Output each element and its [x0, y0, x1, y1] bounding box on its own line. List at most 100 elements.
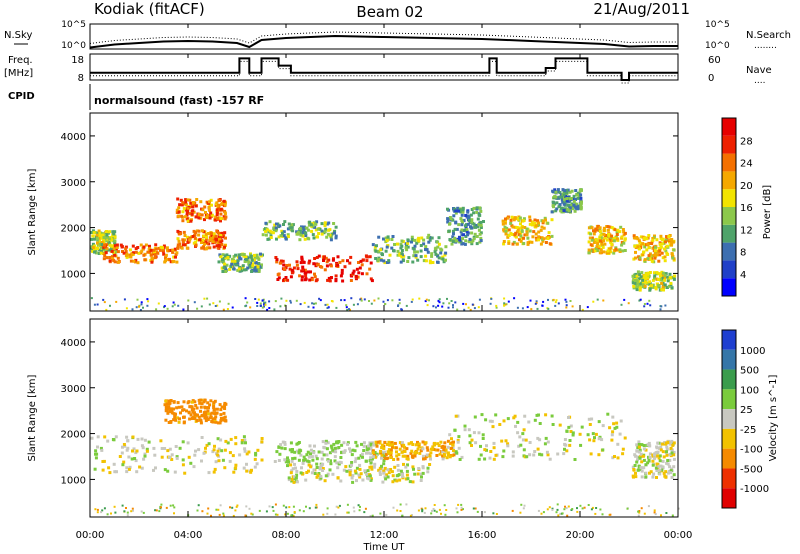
velocity-cell	[414, 443, 418, 447]
noise-left-tick-bottom: 10^0	[61, 41, 86, 51]
power-cell	[97, 229, 101, 233]
power-cell	[300, 258, 304, 262]
power-heatmap	[90, 188, 677, 311]
power-cell	[383, 261, 387, 265]
velocity-cell	[656, 454, 660, 458]
velocity-cell	[671, 443, 675, 447]
velocity-cell	[186, 441, 190, 445]
velocity-cell	[396, 457, 400, 461]
cpid-value: normalsound (fast) -157 RF	[94, 94, 264, 107]
power-cell	[134, 247, 138, 251]
velocity-cell	[417, 442, 421, 446]
freq-label-line2: [MHz]	[4, 68, 33, 79]
power-cell	[108, 230, 112, 234]
power-cell	[495, 304, 498, 307]
power-cell	[434, 252, 438, 256]
power-cell	[176, 245, 180, 249]
power-cell	[396, 253, 400, 257]
velocity-cell	[548, 506, 551, 509]
velocity-cell	[340, 450, 344, 454]
velocity-cell	[476, 510, 479, 513]
velocity-cell	[163, 468, 167, 472]
freq-panel: Freq. [MHz] 18 8 60 0 Nave ....	[4, 53, 772, 86]
velocity-cell	[275, 450, 279, 454]
velocity-cell	[661, 459, 665, 463]
velocity-cell	[175, 456, 179, 460]
velocity-cell	[519, 511, 522, 514]
power-cell	[207, 242, 211, 246]
velocity-cell	[564, 505, 566, 508]
power-cell	[570, 203, 574, 207]
power-cell	[650, 240, 654, 244]
power-cell	[475, 206, 479, 210]
power-cell	[253, 265, 257, 269]
velocity-cell	[613, 426, 617, 430]
velocity-cell	[389, 454, 393, 457]
x-tick-label: 04:00	[174, 530, 203, 541]
power-cell	[613, 228, 617, 232]
velocity-cell	[158, 510, 161, 513]
velocity-cell	[633, 464, 637, 467]
power-cell	[596, 242, 600, 246]
power-cell	[102, 252, 105, 255]
power-cell	[513, 297, 516, 300]
velocity-cell	[543, 442, 547, 446]
power-cell	[101, 233, 105, 237]
power-cell	[156, 251, 160, 255]
power-cell	[658, 249, 662, 253]
power-cell	[350, 274, 354, 278]
power-cell	[240, 266, 244, 270]
power-cell	[477, 223, 481, 226]
power-cell	[633, 276, 637, 280]
velocity-cell	[299, 471, 303, 475]
power-cell	[664, 249, 668, 253]
power-cell	[422, 259, 426, 263]
power-cell	[659, 234, 663, 238]
velocity-cell	[197, 415, 201, 419]
power-cell	[360, 272, 364, 276]
power-cell	[150, 256, 154, 260]
velocity-cell	[256, 448, 260, 452]
velocity-cell	[494, 413, 498, 417]
velocity-cell	[350, 463, 353, 467]
power-cell	[469, 308, 472, 311]
velocity-cell	[191, 410, 195, 414]
power-cell	[140, 249, 144, 253]
velocity-cell	[357, 473, 361, 477]
power-cell	[103, 254, 107, 257]
velocity-cell	[523, 414, 527, 418]
power-cell	[452, 306, 454, 309]
velocity-cell	[637, 465, 641, 469]
velocity-cell	[201, 510, 204, 513]
power-cell	[646, 257, 650, 261]
power-cell	[638, 284, 642, 288]
power-cell	[137, 251, 141, 255]
power-cell	[572, 200, 576, 203]
power-cell	[301, 265, 305, 269]
velocity-cell	[101, 509, 104, 512]
power-cell	[664, 304, 667, 307]
velocity-cell	[385, 513, 388, 516]
velocity-cell	[642, 458, 646, 462]
power-cell	[444, 258, 447, 262]
velocity-cell	[279, 443, 283, 447]
velocity-cell	[378, 466, 382, 470]
velocity-cell	[511, 454, 515, 458]
power-cell	[501, 222, 505, 226]
velocity-cell	[352, 506, 355, 509]
velocity-cell	[456, 438, 460, 442]
power-cell	[655, 238, 659, 242]
power-cell	[218, 236, 222, 240]
velocity-cell	[416, 472, 420, 476]
power-cell	[437, 242, 441, 246]
velocity-cell	[353, 449, 357, 453]
velocity-cell	[538, 422, 542, 425]
power-cell	[543, 216, 547, 220]
velocity-cell	[366, 447, 370, 451]
power-cell	[199, 200, 203, 204]
power-cell	[162, 244, 166, 248]
velocity-cell	[385, 443, 389, 446]
power-cell	[163, 305, 166, 308]
power-cell	[241, 264, 245, 268]
power-cell	[318, 227, 322, 231]
